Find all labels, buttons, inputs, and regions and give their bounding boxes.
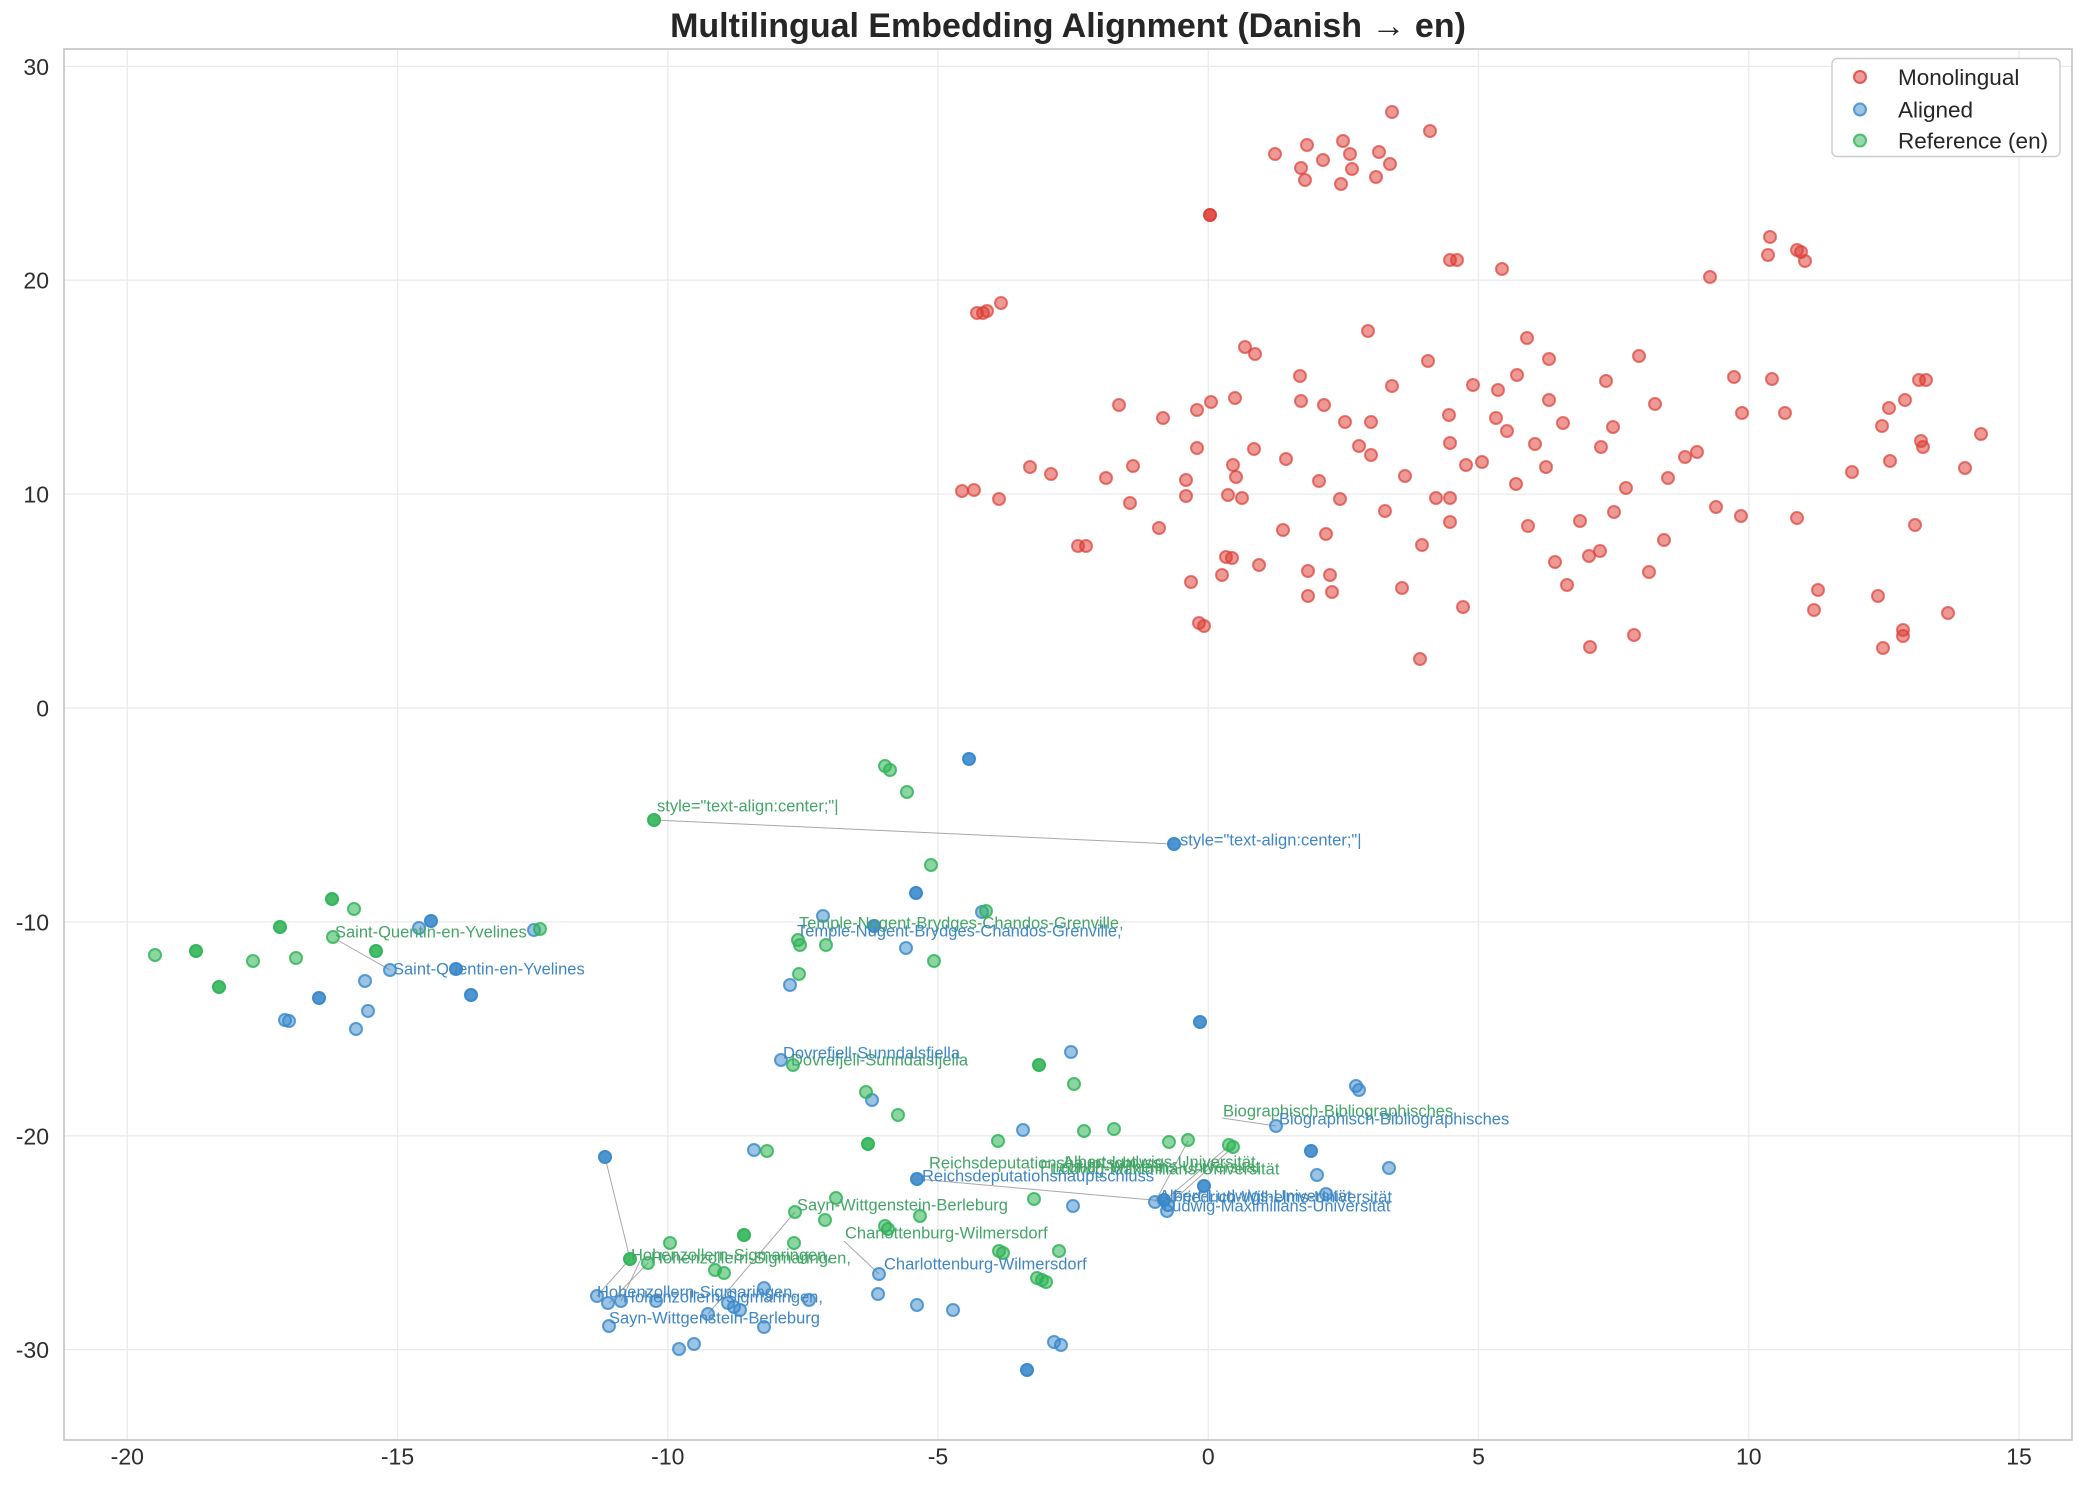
- svg-text:-15: -15: [381, 1444, 414, 1470]
- svg-text:Albert-Ludwigs-Universität: Albert-Ludwigs-Universität: [1063, 1154, 1256, 1172]
- svg-text:Friedrich-Wilhelms-Universität: Friedrich-Wilhelms-Universität: [1172, 1189, 1392, 1207]
- svg-text:10: 10: [23, 482, 49, 508]
- svg-text:Charlottenburg-Wilmersdorf: Charlottenburg-Wilmersdorf: [845, 1225, 1048, 1243]
- svg-text:Ludwig-Maximilians-Universität: Ludwig-Maximilians-Universität: [1052, 1161, 1280, 1179]
- svg-text:Hohenzollern-Sigmaringen,: Hohenzollern-Sigmaringen,: [623, 1289, 823, 1307]
- svg-text:5: 5: [1472, 1444, 1485, 1470]
- svg-text:-20: -20: [16, 1123, 49, 1149]
- svg-text:Temple-Nugent-Brydges-Chandos-: Temple-Nugent-Brydges-Chandos-Grenville,: [799, 915, 1124, 933]
- svg-text:15: 15: [2006, 1444, 2032, 1470]
- svg-text:Ludwig-Maximilians-Universität: Ludwig-Maximilians-Universität: [1163, 1198, 1391, 1216]
- svg-text:0: 0: [1202, 1444, 1215, 1470]
- svg-text:Hohenzollern-Sigmaringen,: Hohenzollern-Sigmaringen,: [651, 1250, 851, 1268]
- svg-text:10: 10: [1736, 1444, 1762, 1470]
- svg-text:Multilingual Embedding Alignme: Multilingual Embedding Alignment (Danish…: [670, 7, 1466, 45]
- svg-text:Temple-Nugent-Brydges-Chandos-: Temple-Nugent-Brydges-Chandos-Grenville,: [797, 923, 1122, 941]
- svg-text:Saint-Quentin-en-Yvelines: Saint-Quentin-en-Yvelines: [335, 924, 527, 942]
- svg-text:style="text-align:center;"|: style="text-align:center;"|: [657, 798, 839, 816]
- svg-text:-10: -10: [16, 909, 49, 935]
- svg-text:Albert-Ludwigs-Universität: Albert-Ludwigs-Universität: [1159, 1188, 1352, 1206]
- svg-text:-20: -20: [111, 1444, 144, 1470]
- svg-text:-5: -5: [928, 1444, 948, 1470]
- svg-text:20: 20: [23, 268, 49, 294]
- svg-text:Hohenzollern-Sigmaringen,: Hohenzollern-Sigmaringen,: [631, 1247, 831, 1265]
- svg-text:Monolingual: Monolingual: [1898, 65, 2019, 90]
- svg-text:Aligned: Aligned: [1898, 98, 1973, 123]
- svg-text:Sayn-Wittgenstein-Berleburg: Sayn-Wittgenstein-Berleburg: [797, 1197, 1008, 1215]
- svg-text:30: 30: [23, 54, 49, 80]
- svg-text:-10: -10: [651, 1444, 684, 1470]
- svg-text:Biographisch-Bibliographisches: Biographisch-Bibliographisches: [1279, 1111, 1509, 1129]
- svg-text:Dovrefjell-Sunndalsfjella: Dovrefjell-Sunndalsfjella: [783, 1045, 961, 1063]
- svg-text:Reference (en): Reference (en): [1898, 129, 2048, 154]
- svg-text:Saint-Quentin-en-Yvelines: Saint-Quentin-en-Yvelines: [393, 961, 585, 979]
- svg-text:0: 0: [36, 696, 49, 722]
- svg-text:style="text-align:center;"|: style="text-align:center;"|: [1180, 832, 1362, 850]
- svg-text:Friedrich-Wilhelms-Universität: Friedrich-Wilhelms-Universität: [1040, 1159, 1260, 1177]
- svg-text:Dovrefjell-Sunndalsfjella: Dovrefjell-Sunndalsfjella: [791, 1052, 969, 1070]
- svg-text:Hohenzollern-Sigmaringen,: Hohenzollern-Sigmaringen,: [597, 1284, 797, 1302]
- svg-text:-30: -30: [16, 1337, 49, 1363]
- svg-text:Charlottenburg-Wilmersdorf: Charlottenburg-Wilmersdorf: [884, 1256, 1087, 1274]
- svg-text:Biographisch-Bibliographisches: Biographisch-Bibliographisches: [1223, 1103, 1453, 1121]
- svg-text:Sayn-Wittgenstein-Berleburg: Sayn-Wittgenstein-Berleburg: [609, 1310, 820, 1328]
- svg-text:Reichsdeputationshauptschluss: Reichsdeputationshauptschluss: [929, 1155, 1161, 1173]
- svg-text:Reichsdeputationshauptschluss: Reichsdeputationshauptschluss: [922, 1168, 1154, 1186]
